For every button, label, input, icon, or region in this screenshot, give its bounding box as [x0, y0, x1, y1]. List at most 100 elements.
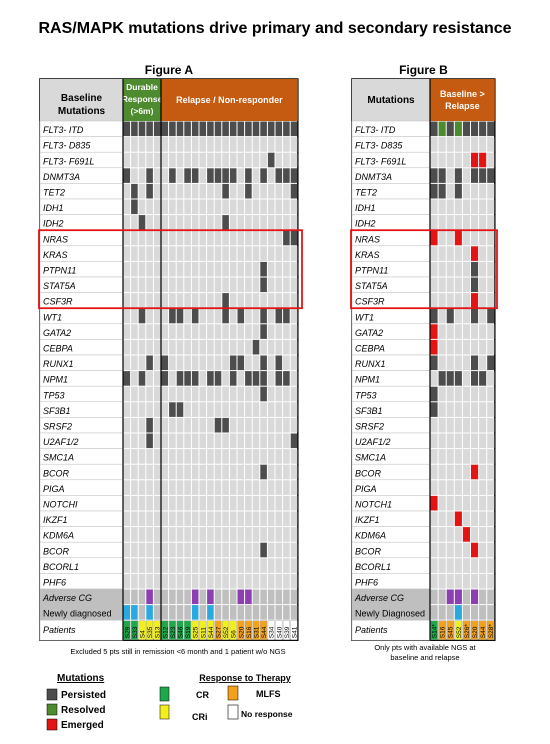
- figA-cell: [199, 277, 207, 293]
- figB-cell: [479, 215, 487, 230]
- figB-cell: [438, 417, 446, 433]
- figA-cell: [275, 605, 283, 620]
- figA-cell: [176, 558, 184, 573]
- figA-cell: [275, 433, 283, 449]
- figA-cell: [161, 605, 169, 620]
- figB-row-label: CSF3R: [355, 297, 385, 307]
- figA-cell: [290, 261, 298, 277]
- figB-cell: [430, 511, 438, 527]
- figA-cell: [245, 137, 252, 152]
- figA-cell: [176, 573, 184, 589]
- figA-cell: [207, 605, 214, 620]
- figA-cell: [176, 215, 184, 230]
- figB-cell: [454, 402, 462, 417]
- figB-cell: [471, 542, 479, 558]
- figA-cell: [252, 527, 260, 542]
- figA-cell: [176, 527, 184, 542]
- figA-cell: [275, 121, 283, 137]
- figA-cell: [138, 324, 146, 339]
- figA-cell: [131, 261, 138, 277]
- figB-cell: [479, 308, 487, 324]
- figB-cell: [471, 261, 479, 277]
- figA-cell: [290, 339, 298, 355]
- figA-cell: [260, 183, 267, 199]
- figA-cell: [184, 433, 191, 449]
- figA-cell: [153, 527, 161, 542]
- figB-cell: [462, 355, 470, 371]
- figA-cell: [260, 215, 267, 230]
- figA-cell: [290, 277, 298, 293]
- figA-cell: [161, 542, 169, 558]
- legend-persisted-swatch: [46, 688, 58, 701]
- figB-cell: [471, 324, 479, 339]
- figA-cell: [131, 230, 138, 246]
- figA-cell: [123, 215, 131, 230]
- figB-cell: [487, 371, 495, 386]
- figB-cell: [454, 230, 462, 246]
- figA-cell: [153, 355, 161, 371]
- figB-cell: [430, 542, 438, 558]
- figA-cell: [161, 199, 169, 215]
- figB-cell: [479, 589, 487, 605]
- figB-cell: [454, 183, 462, 199]
- figB-cell: [487, 605, 495, 620]
- figB-cell: [479, 495, 487, 511]
- figA-cell: [222, 464, 229, 480]
- figA-cell: [176, 355, 184, 371]
- figA-cell: [184, 246, 191, 261]
- figA-cell: [207, 168, 214, 183]
- figA-cell: [260, 480, 267, 495]
- figB-cell: [454, 480, 462, 495]
- figB-cell: [438, 277, 446, 293]
- figA-cell: [260, 230, 267, 246]
- figA-cell: [207, 199, 214, 215]
- figB-cell: [430, 339, 438, 355]
- figA-cell: [283, 371, 290, 386]
- figA-cell: [131, 121, 138, 137]
- figA-cell: [214, 215, 222, 230]
- figA-cell: [131, 324, 138, 339]
- figA-row-label: FLT3- F691L: [43, 156, 94, 166]
- figA-cell: [184, 261, 191, 277]
- figB-cell: [479, 371, 487, 386]
- figB-cell: [471, 417, 479, 433]
- figA-cell: [131, 168, 138, 183]
- figB-cell: [487, 511, 495, 527]
- figA-patient-id: S31: [254, 626, 261, 638]
- figA-cell: [153, 137, 161, 152]
- figA-cell: [267, 511, 275, 527]
- figB-cell: [430, 386, 438, 402]
- figA-cell: [237, 542, 245, 558]
- figA-cell: [267, 308, 275, 324]
- figB-cell: [430, 215, 438, 230]
- figA-cell: [123, 464, 131, 480]
- figA-cell: [123, 121, 131, 137]
- figA-cell: [161, 261, 169, 277]
- figA-cell: [191, 277, 199, 293]
- figB-cell: [487, 527, 495, 542]
- figA-cell: [184, 605, 191, 620]
- figB-cell: [454, 558, 462, 573]
- figB-cell: [462, 230, 470, 246]
- figA-row-label: CEBPA: [43, 344, 73, 354]
- figA-cell: [184, 417, 191, 433]
- figA-cell: [191, 527, 199, 542]
- figB-cell: [479, 183, 487, 199]
- figA-cell: [275, 495, 283, 511]
- figA-patient-id: S20: [238, 626, 245, 638]
- figB-patient-cell: [438, 620, 446, 640]
- figB-cell: [430, 433, 438, 449]
- figB-cell: [471, 277, 479, 293]
- figA-cell: [207, 573, 214, 589]
- figB-cell: [438, 261, 446, 277]
- figA-cell: [237, 449, 245, 464]
- figA-cell: [161, 480, 169, 495]
- figA-cell: [123, 308, 131, 324]
- figA-cell: [267, 386, 275, 402]
- figA-cell: [123, 371, 131, 386]
- figA-cell: [222, 199, 229, 215]
- figA-cell: [161, 215, 169, 230]
- figB-cell: [479, 339, 487, 355]
- figB-cell: [471, 558, 479, 573]
- figB-cell: [479, 355, 487, 371]
